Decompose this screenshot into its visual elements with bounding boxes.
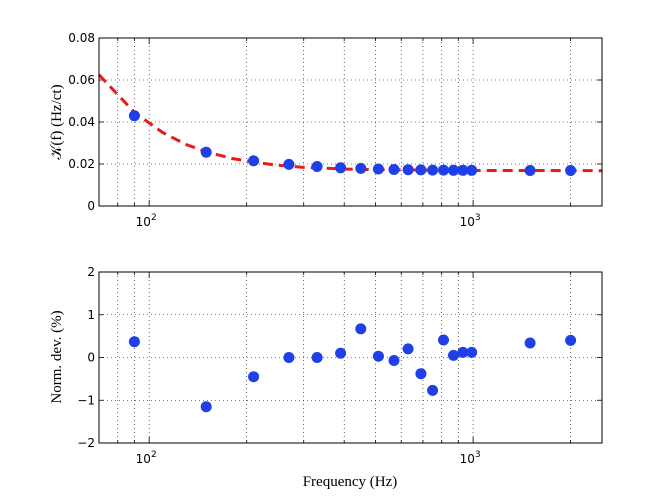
top-data-point (128, 110, 140, 122)
top-x-tick-label: 103 (460, 213, 481, 229)
bottom-data-point (427, 384, 439, 396)
top-data-point (524, 165, 536, 176)
bottom-data-point (200, 401, 212, 413)
top-data-point (355, 162, 367, 174)
bottom-x-tick-labels: 102 103 (136, 450, 481, 466)
bottom-y-tick-label: 0 (87, 351, 95, 365)
top-plot-background (99, 38, 602, 206)
bottom-y-tick-label: −2 (77, 436, 95, 450)
top-data-point (372, 163, 384, 175)
bottom-data-point (448, 349, 459, 361)
bottom-data-point (402, 343, 414, 355)
bottom-plot-frame (98, 271, 603, 444)
top-panel: 0 0.02 0.04 0.06 0.08 102 103 𝒦(f) (Hz/ct) (49, 31, 603, 229)
top-y-tick-label: 0.06 (68, 73, 95, 87)
top-plot-frame (98, 37, 603, 207)
bottom-data-point (524, 337, 536, 349)
bottom-data-point (565, 334, 577, 346)
bottom-x-tick-label: 103 (460, 450, 481, 466)
bottom-data-point (415, 368, 427, 380)
top-data-points (128, 110, 577, 176)
x-axis-label: Frequency (Hz) (303, 474, 398, 490)
top-data-point (565, 165, 577, 176)
top-y-tick-label: 0.02 (68, 157, 95, 171)
top-data-point (388, 164, 400, 175)
top-data-point (427, 164, 439, 176)
bottom-data-point (457, 346, 469, 358)
bottom-data-point (335, 347, 347, 359)
top-x-tick-label: 102 (136, 213, 157, 229)
top-data-point (415, 164, 427, 176)
bottom-y-axis-label: Norm. dev. (%) (49, 310, 65, 403)
top-data-point (448, 164, 459, 176)
bottom-data-point (248, 371, 260, 383)
top-data-point (311, 161, 323, 172)
top-y-axis-label: 𝒦(f) (Hz/ct) (49, 84, 65, 159)
top-y-tick-label: 0.08 (68, 31, 95, 45)
bottom-y-tick-label: 2 (87, 265, 95, 279)
top-y-tick-label: 0 (87, 199, 95, 213)
bottom-y-tick-labels: −2 −1 0 1 2 (77, 265, 95, 450)
top-data-point (438, 164, 449, 176)
top-y-tick-label: 0.04 (68, 115, 95, 129)
top-data-point (248, 155, 260, 167)
top-data-point (402, 164, 414, 176)
bottom-y-tick-label: −1 (77, 393, 95, 407)
top-grid (99, 38, 602, 206)
bottom-y-tick-label: 1 (87, 308, 95, 322)
bottom-data-point (388, 355, 400, 366)
top-data-point (200, 146, 212, 158)
bottom-data-point (438, 334, 449, 346)
top-y-tick-labels: 0 0.02 0.04 0.06 0.08 (68, 31, 95, 213)
bottom-data-point (283, 352, 295, 363)
bottom-data-point (372, 350, 384, 362)
top-data-point (466, 164, 478, 176)
bottom-grid (99, 272, 602, 443)
bottom-data-point (128, 336, 140, 348)
bottom-x-tick-label: 102 (136, 450, 157, 466)
top-data-point (283, 158, 295, 170)
top-data-point (457, 164, 469, 176)
top-data-point (335, 162, 347, 174)
bottom-plot-background (99, 272, 602, 443)
bottom-data-point (355, 323, 367, 335)
bottom-data-point (466, 346, 478, 358)
bottom-panel: −2 −1 0 1 2 102 103 Norm. dev. (%) Frequency … (49, 265, 603, 490)
top-x-tick-labels: 102 103 (136, 213, 481, 229)
bottom-data-point (311, 352, 323, 363)
bottom-data-points (128, 323, 577, 413)
